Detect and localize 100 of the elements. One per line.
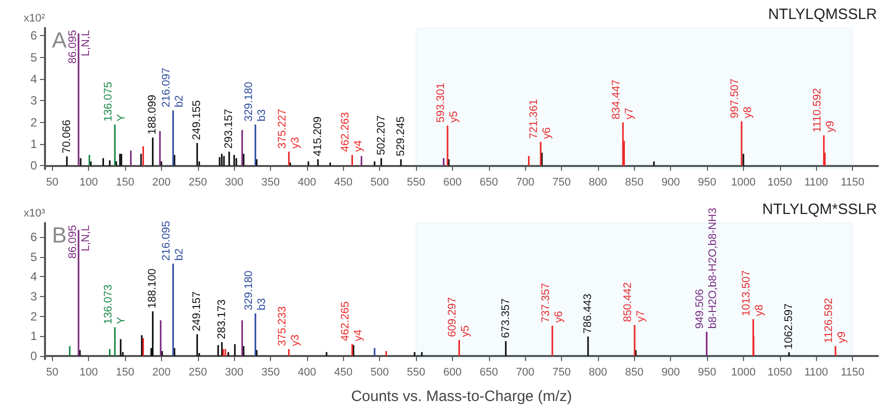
y-tick-label: 4	[30, 270, 38, 284]
x-tick-label: 1050	[768, 366, 792, 378]
y-tick-label: 3	[30, 289, 38, 304]
x-tick-label: 100	[79, 366, 98, 378]
annotation: 375.233 y3	[276, 306, 302, 346]
x-tick-label: 800	[588, 366, 608, 378]
annotation: 249.157	[191, 291, 204, 332]
annotation: 329.180 b3	[242, 82, 268, 122]
chart-subtitle: NTLYLQM*SSLR	[762, 201, 878, 218]
y-axis-title: x10³	[24, 208, 46, 220]
x-tick-label: 900	[661, 176, 680, 188]
annotation: 188.100	[146, 268, 159, 308]
annotation: 86.095 L,N,L	[67, 30, 92, 64]
x-tick-label: 350	[261, 176, 280, 188]
x-tick-label: 950	[698, 366, 716, 378]
x-tick-label: 50	[46, 366, 58, 378]
annotation: 737.357 y6	[540, 282, 565, 323]
annotation: 673.357	[500, 298, 512, 338]
y-axis-title: x10²	[24, 12, 46, 24]
annotation: 136.073 Y	[102, 284, 128, 324]
x-tick-label: 150	[116, 176, 134, 188]
x-tick-label: 600	[443, 366, 462, 378]
x-tick-label: 800	[588, 176, 608, 188]
y-tick-label: 4	[30, 72, 38, 86]
y-tick-label: 6	[30, 230, 38, 244]
annotation: 949.506 b8-H2O,b8-H2O,b8-NH3	[694, 208, 720, 329]
x-tick-label: 600	[443, 176, 462, 188]
annotation: 786.443	[582, 294, 594, 334]
x-tick-label: 650	[480, 176, 498, 188]
x-tick-label: 50	[46, 176, 58, 188]
annotation: 329.180 b3	[242, 270, 268, 310]
chart-title: A	[52, 28, 67, 52]
annotation: 1110.592 y9	[811, 88, 836, 132]
x-tick-label: 550	[406, 366, 426, 378]
x-tick-label: 450	[334, 366, 352, 378]
y-tick-label: 3	[30, 94, 38, 108]
x-tick-label: 950	[698, 176, 716, 188]
x-tick-label: 700	[516, 366, 534, 378]
annotation: 375.227 y3	[276, 108, 302, 149]
x-tick-label: 1000	[731, 176, 756, 188]
annotation: 1013.507 y8	[740, 270, 766, 316]
annotation: 70.066	[60, 120, 73, 154]
annotation: 293.157	[223, 108, 236, 149]
x-tick-label: 350	[261, 366, 280, 378]
y-tick-label: 2	[30, 115, 38, 130]
y-tick-label: 6	[30, 28, 38, 43]
annotation: 415.209	[312, 116, 324, 156]
x-tick-label: 500	[370, 176, 389, 188]
x-tick-label: 1150	[840, 176, 864, 188]
annotation: 609.297 y5	[446, 297, 472, 337]
x-tick-label: 850	[625, 366, 644, 378]
chart-title: B	[52, 222, 67, 248]
annotation: 136.075 Y	[102, 82, 128, 122]
annotation: 283.173	[216, 299, 228, 340]
x-tick-label: 850	[625, 176, 644, 188]
x-tick-label: 1100	[804, 176, 828, 188]
annotation: 850.442 y7	[622, 282, 648, 322]
x-tick-label: 1050	[768, 176, 792, 188]
annotation: 462.263 y4	[340, 112, 365, 152]
y-tick-label: 2	[30, 309, 38, 324]
x-tick-label: 400	[298, 176, 316, 188]
x-tick-label: 200	[152, 366, 171, 378]
annotation: 188.099	[146, 94, 159, 135]
y-tick-label: 1	[30, 137, 38, 152]
x-tick-label: 450	[334, 176, 352, 188]
x-tick-label: 250	[188, 176, 207, 188]
x-tick-label: 100	[79, 176, 98, 188]
annotation: 1126.592 y9	[823, 298, 848, 344]
x-tick-label: 550	[406, 176, 426, 188]
x-tick-label: 150	[116, 366, 134, 378]
y-tick-label: 0	[30, 349, 38, 364]
annotation: 502.207	[375, 115, 388, 156]
x-tick-label: 400	[298, 366, 316, 378]
annotation: 834.447 y7	[610, 80, 636, 120]
x-tick-label: 1150	[840, 366, 864, 378]
annotation: 1062.597	[782, 303, 795, 350]
x-tick-label: 750	[552, 366, 571, 378]
annotation: 529.245	[394, 116, 407, 156]
annotation: 86.095 L,N,L	[67, 225, 92, 259]
x-tick-label: 750	[552, 176, 571, 188]
annotation: 216.095 b2	[160, 220, 186, 261]
annotation: 593.301 y5	[435, 82, 460, 123]
x-tick-label: 900	[661, 366, 680, 378]
annotation: 721.361 y6	[528, 99, 554, 139]
x-tick-label: 1100	[804, 366, 828, 378]
x-axis-title: Counts vs. Mass-to-Charge (m/z)	[351, 388, 572, 405]
x-tick-label: 300	[224, 176, 244, 188]
y-tick-label: 0	[30, 158, 38, 173]
annotation: 249.155	[191, 100, 204, 140]
x-tick-label: 250	[188, 366, 207, 378]
y-tick-label: 5	[30, 50, 38, 64]
y-tick-label: 5	[30, 250, 38, 264]
x-tick-label: 700	[516, 176, 534, 188]
x-tick-label: 300	[224, 366, 244, 378]
x-tick-label: 1000	[731, 366, 756, 378]
y-tick-label: 1	[30, 329, 38, 344]
annotation: 216.097 b2	[160, 68, 186, 108]
x-tick-label: 650	[480, 366, 498, 378]
x-tick-label: 500	[370, 366, 389, 378]
annotation: 997.507 y8	[729, 78, 754, 118]
